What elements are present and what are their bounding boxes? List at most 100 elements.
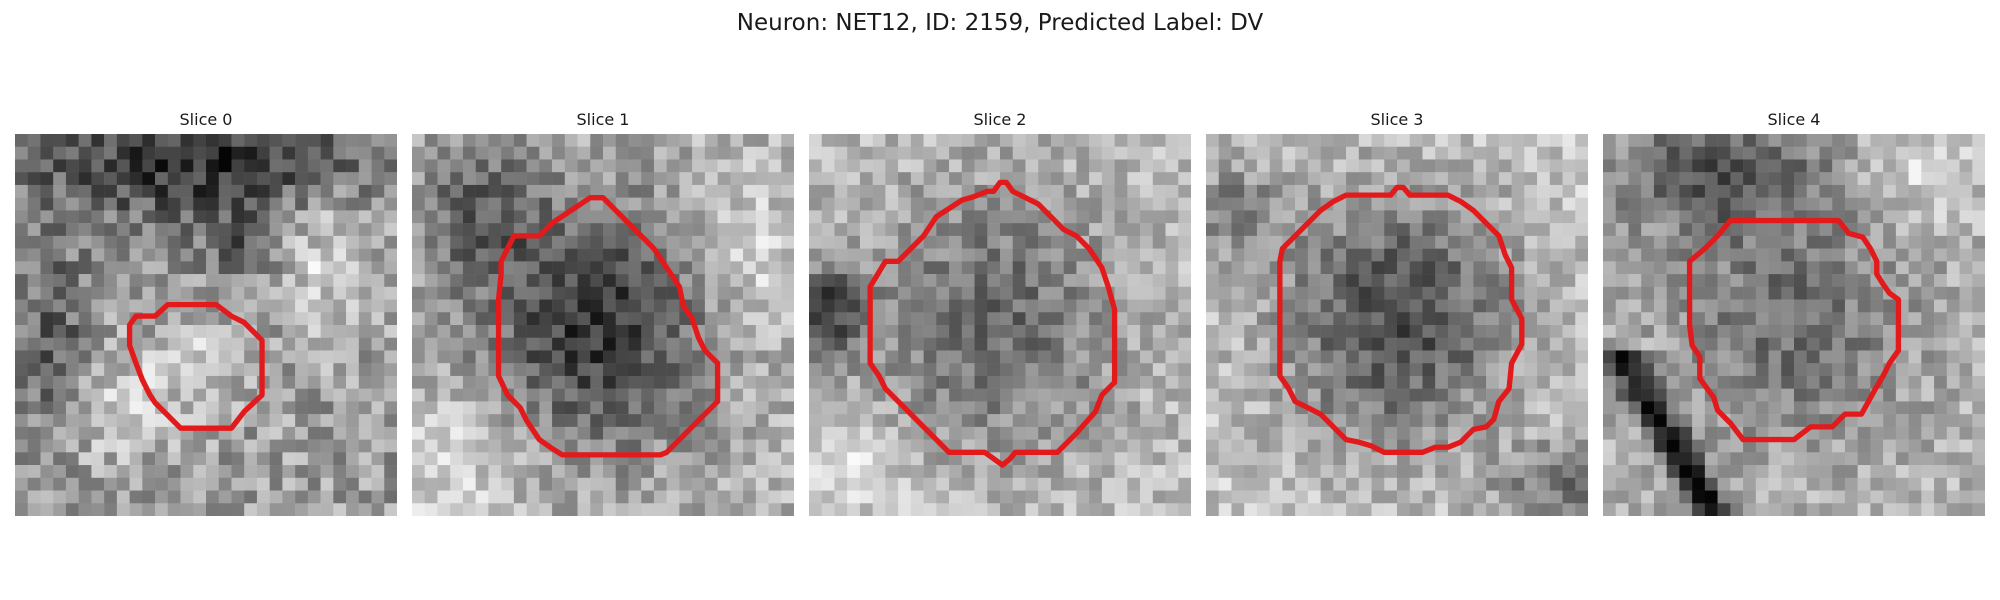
pixel — [1447, 248, 1461, 262]
pixel — [1012, 401, 1026, 415]
pixel — [781, 235, 794, 249]
pixel — [821, 325, 835, 338]
pixel — [1806, 388, 1820, 402]
pixel — [1908, 134, 1922, 147]
pixel — [384, 159, 397, 173]
pixel — [282, 503, 296, 516]
pixel — [628, 235, 642, 249]
pixel — [1704, 299, 1718, 313]
pixel — [1717, 325, 1731, 338]
pixel — [40, 477, 54, 491]
pixel — [129, 134, 143, 147]
pixel — [590, 274, 604, 288]
pixel — [1832, 363, 1846, 377]
pixel — [1704, 184, 1718, 198]
pixel — [1127, 312, 1141, 326]
pixel — [1755, 286, 1769, 300]
pixel — [1101, 337, 1115, 351]
pixel — [1358, 325, 1372, 338]
pixel — [1371, 223, 1385, 237]
pixel — [821, 299, 835, 313]
pixel — [755, 210, 769, 224]
pixel — [1628, 210, 1642, 224]
pixel — [437, 312, 451, 326]
pixel — [1447, 325, 1461, 338]
pixel — [78, 465, 92, 479]
pixel — [1422, 426, 1436, 440]
pixel — [1473, 248, 1487, 262]
pixel — [1473, 184, 1487, 198]
pixel — [1178, 299, 1191, 313]
pixel — [15, 375, 28, 389]
pixel — [462, 426, 476, 440]
pixel — [898, 465, 912, 479]
pixel — [821, 477, 835, 491]
pixel — [218, 172, 232, 186]
pixel — [1959, 134, 1973, 147]
pixel — [1641, 401, 1655, 415]
pixel — [371, 210, 385, 224]
pixel — [1333, 146, 1347, 160]
pixel — [1089, 274, 1103, 288]
pixel — [1819, 134, 1833, 147]
pixel — [1409, 223, 1423, 237]
pixel — [1603, 350, 1616, 364]
pixel — [1486, 350, 1500, 364]
pixel — [1152, 477, 1166, 491]
pixel — [256, 184, 270, 198]
pixel — [1178, 490, 1191, 504]
pixel — [282, 350, 296, 364]
pixel — [1178, 325, 1191, 338]
pixel — [488, 159, 502, 173]
pixel — [974, 477, 988, 491]
pixel — [193, 286, 207, 300]
pixel — [1870, 210, 1884, 224]
pixel — [1921, 465, 1935, 479]
pixel — [1755, 223, 1769, 237]
pixel — [1089, 439, 1103, 453]
pixel — [1537, 477, 1551, 491]
pixel — [1101, 439, 1115, 453]
pixel — [346, 401, 360, 415]
pixel — [885, 274, 899, 288]
pixel — [1152, 401, 1166, 415]
pixel — [1921, 325, 1935, 338]
pixel — [346, 426, 360, 440]
pixel — [65, 325, 79, 338]
pixel — [936, 159, 950, 173]
pixel — [1140, 465, 1154, 479]
pixel — [872, 439, 886, 453]
pixel — [910, 223, 924, 237]
pixel — [809, 426, 822, 440]
pixel — [1358, 426, 1372, 440]
pixel — [450, 363, 464, 377]
pixel — [1844, 375, 1858, 389]
pixel — [1511, 248, 1525, 262]
pixel — [424, 172, 438, 186]
pixel — [743, 325, 757, 338]
pixel — [78, 210, 92, 224]
pixel — [65, 172, 79, 186]
pixel — [1460, 337, 1474, 351]
pixel — [206, 223, 219, 237]
pixel — [1934, 172, 1948, 186]
pixel — [577, 159, 591, 173]
pixel — [1333, 477, 1347, 491]
pixel — [40, 350, 54, 364]
pixel — [269, 235, 283, 249]
pixel — [320, 312, 334, 326]
pixel — [1371, 401, 1385, 415]
pixel — [15, 477, 28, 491]
pixel — [27, 274, 41, 288]
pixel — [1959, 286, 1973, 300]
pixel — [539, 274, 553, 288]
pixel — [1934, 363, 1948, 377]
pixel — [1435, 235, 1449, 249]
pixel — [116, 452, 130, 466]
pixel — [333, 299, 347, 313]
pixel — [974, 210, 988, 224]
pixel — [371, 325, 385, 338]
pixel — [412, 146, 425, 160]
pixel — [577, 261, 591, 275]
pixel — [167, 477, 181, 491]
